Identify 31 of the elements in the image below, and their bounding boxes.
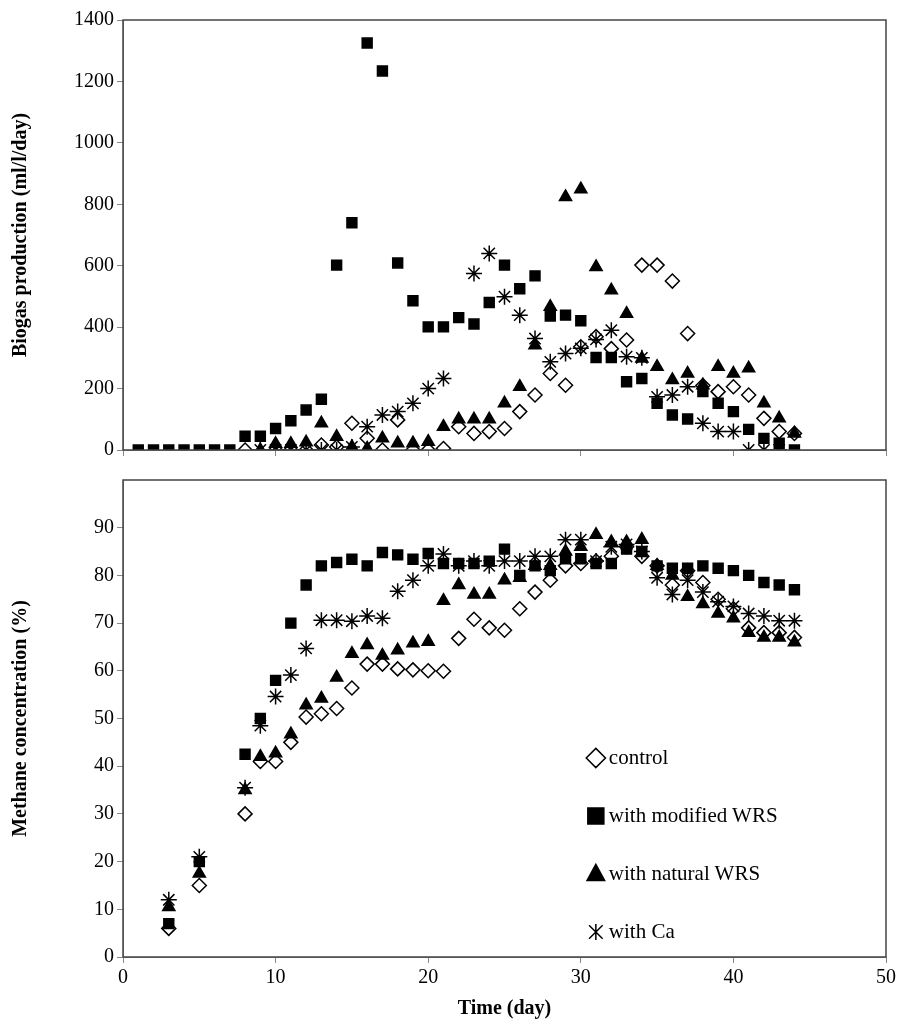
y-axis-title: Methane concentration (%) — [8, 600, 32, 837]
y-tick-label: 50 — [94, 705, 114, 728]
y-tick-label: 1000 — [74, 130, 114, 153]
x-tick-label: 30 — [570, 965, 591, 988]
y-tick-label: 60 — [94, 658, 114, 681]
x-tick-label: 0 — [118, 965, 128, 988]
y-axis-title: Biogas production (ml/l/day) — [8, 112, 32, 358]
legend-label: with modified WRS — [608, 802, 778, 827]
y-tick-label: 400 — [84, 314, 114, 337]
legend-label: with natural WRS — [608, 860, 761, 885]
y-tick-label: 90 — [94, 514, 114, 537]
x-tick-label: 50 — [876, 965, 896, 988]
x-tick-label: 20 — [418, 965, 439, 988]
y-tick-label: 0 — [104, 437, 114, 460]
y-tick-label: 10 — [94, 896, 114, 919]
x-tick-label: 40 — [723, 965, 744, 988]
y-tick-label: 70 — [94, 610, 114, 633]
legend-label: control — [608, 744, 669, 769]
x-axis-title: Time (day) — [457, 996, 552, 1020]
y-tick-label: 200 — [84, 375, 114, 398]
legend-label: with Ca — [608, 918, 676, 943]
y-tick-label: 20 — [94, 848, 114, 871]
y-tick-label: 800 — [84, 191, 114, 214]
y-tick-label: 40 — [94, 753, 114, 776]
y-tick-label: 0 — [104, 944, 114, 967]
y-tick-label: 30 — [94, 801, 114, 824]
x-tick-label: 10 — [265, 965, 286, 988]
y-tick-label: 1200 — [74, 68, 114, 91]
y-tick-label: 80 — [94, 562, 114, 585]
y-tick-label: 600 — [84, 252, 114, 275]
y-tick-label: 1400 — [74, 7, 114, 30]
